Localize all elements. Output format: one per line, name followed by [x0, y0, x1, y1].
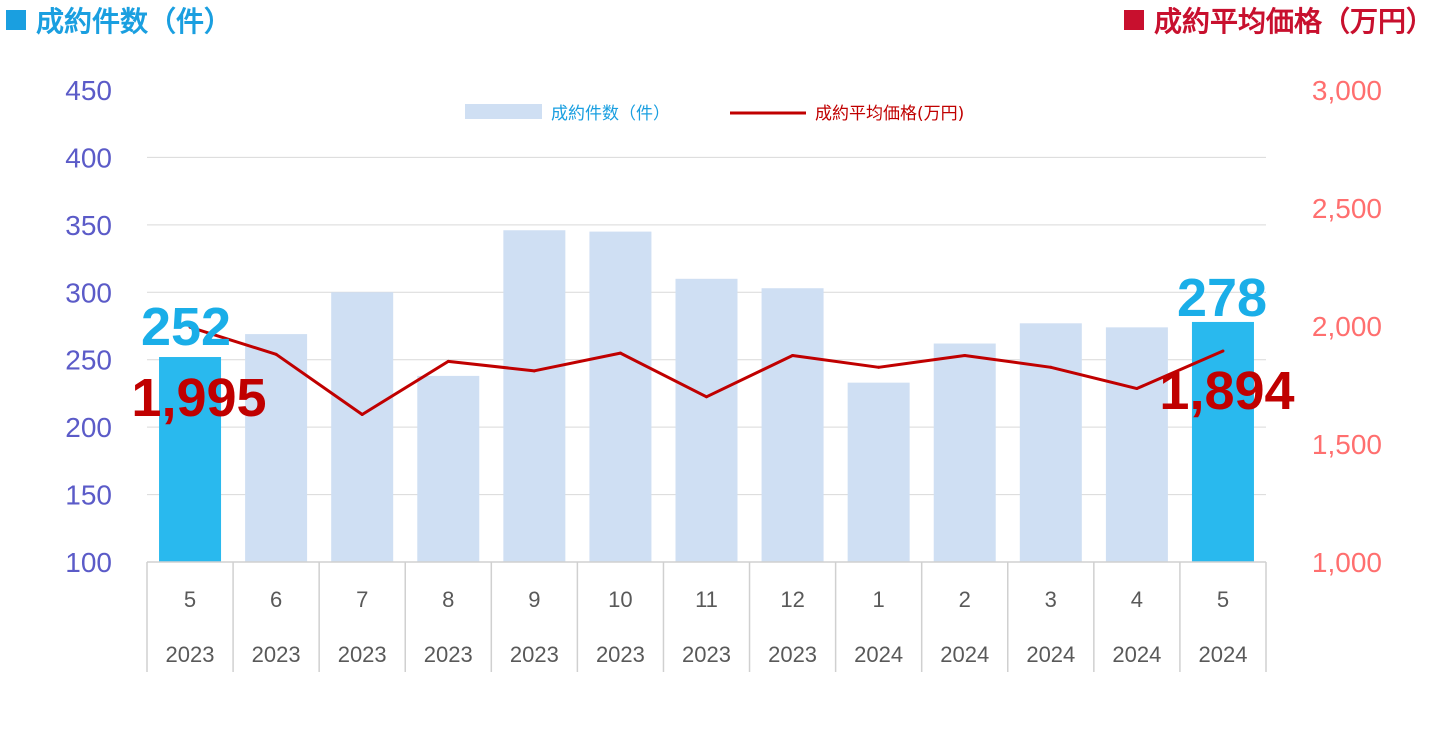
year-label: 2024	[1026, 642, 1075, 667]
month-label: 2	[959, 587, 971, 612]
first-price-label: 1,995	[131, 368, 266, 428]
left-axis-title-text: 成約件数（件）	[36, 5, 233, 38]
first-count-label: 252	[141, 297, 231, 357]
line-point	[963, 354, 967, 357]
left-tick-label: 350	[65, 210, 112, 241]
bar	[933, 343, 996, 562]
line-point	[1221, 349, 1225, 353]
right-tick-label: 3,000	[1312, 75, 1382, 106]
right-axis-ticks: 3,000 2,500 2,000 1,500 1,000	[1312, 75, 1382, 578]
bar	[503, 230, 566, 562]
left-tick-label: 150	[65, 480, 112, 511]
year-label: 2023	[252, 642, 301, 667]
legend-bar-label: 成約件数（件）	[551, 104, 670, 124]
category-axis: 5202362023720238202392023102023112023122…	[146, 561, 1267, 672]
left-axis-ticks: 450 400 350 300 250 200 150 100	[65, 75, 112, 578]
line-point	[532, 369, 536, 373]
right-tick-label: 1,000	[1312, 547, 1382, 578]
right-axis-title: 成約平均価格（万円）	[1123, 0, 1434, 40]
month-label: 8	[442, 587, 454, 612]
bar	[1019, 323, 1082, 562]
left-tick-label: 450	[65, 75, 112, 106]
month-label: 1	[873, 587, 885, 612]
right-tick-label: 2,500	[1312, 193, 1382, 224]
legend: 成約件数（件） 成約平均価格(万円)	[465, 104, 964, 124]
bar	[417, 375, 480, 562]
month-label: 12	[780, 587, 804, 612]
month-label: 6	[270, 587, 282, 612]
legend-bar-swatch	[465, 104, 542, 119]
month-label: 5	[1217, 587, 1229, 612]
line-point	[446, 359, 450, 363]
year-label: 2023	[682, 642, 731, 667]
bar	[331, 292, 394, 562]
legend-line-label: 成約平均価格(万円)	[815, 104, 964, 124]
last-count-label: 278	[1177, 268, 1267, 328]
line-point	[188, 325, 192, 329]
bar	[761, 288, 824, 562]
year-label: 2023	[424, 642, 473, 667]
year-label: 2023	[768, 642, 817, 667]
last-price-label: 1,894	[1159, 361, 1294, 421]
bar	[159, 357, 222, 562]
year-label: 2024	[854, 642, 903, 667]
annotations: 252 1,995 278 1,894	[131, 268, 1294, 428]
right-axis-title-text: 成約平均価格（万円）	[1153, 5, 1434, 38]
left-tick-label: 400	[65, 142, 112, 173]
line-point	[705, 395, 708, 399]
month-label: 3	[1045, 587, 1057, 612]
line-point	[1135, 387, 1139, 391]
month-label: 5	[184, 587, 196, 612]
bar	[1191, 321, 1254, 562]
year-label: 2023	[596, 642, 645, 667]
month-label: 7	[356, 587, 368, 612]
bar	[1105, 327, 1168, 562]
left-axis-title: 成約件数（件）	[6, 0, 232, 40]
year-label: 2024	[1112, 642, 1161, 667]
line-point	[791, 354, 795, 357]
month-label: 4	[1131, 587, 1143, 612]
year-label: 2023	[166, 642, 215, 667]
line-point	[274, 352, 278, 356]
left-square-marker	[6, 10, 26, 30]
month-label: 11	[695, 587, 718, 612]
line-point	[360, 413, 364, 416]
bar-series	[159, 230, 1254, 562]
bar	[847, 382, 910, 562]
year-label: 2024	[940, 642, 989, 667]
line-point	[1049, 365, 1053, 369]
bar	[245, 334, 308, 562]
right-tick-label: 1,500	[1312, 429, 1382, 460]
year-label: 2023	[338, 642, 387, 667]
line-series	[188, 325, 1225, 416]
bar	[675, 278, 738, 562]
line-point	[618, 351, 622, 355]
bar	[589, 231, 652, 562]
year-label: 2023	[510, 642, 559, 667]
line-point	[877, 365, 881, 369]
year-label: 2024	[1198, 642, 1247, 667]
month-label: 9	[528, 587, 540, 612]
left-tick-label: 300	[65, 277, 112, 308]
month-label: 10	[608, 587, 632, 612]
left-tick-label: 200	[65, 412, 112, 443]
right-tick-label: 2,000	[1312, 311, 1382, 342]
right-square-marker	[1123, 10, 1144, 30]
left-tick-label: 100	[65, 547, 112, 578]
left-tick-label: 250	[65, 345, 112, 376]
